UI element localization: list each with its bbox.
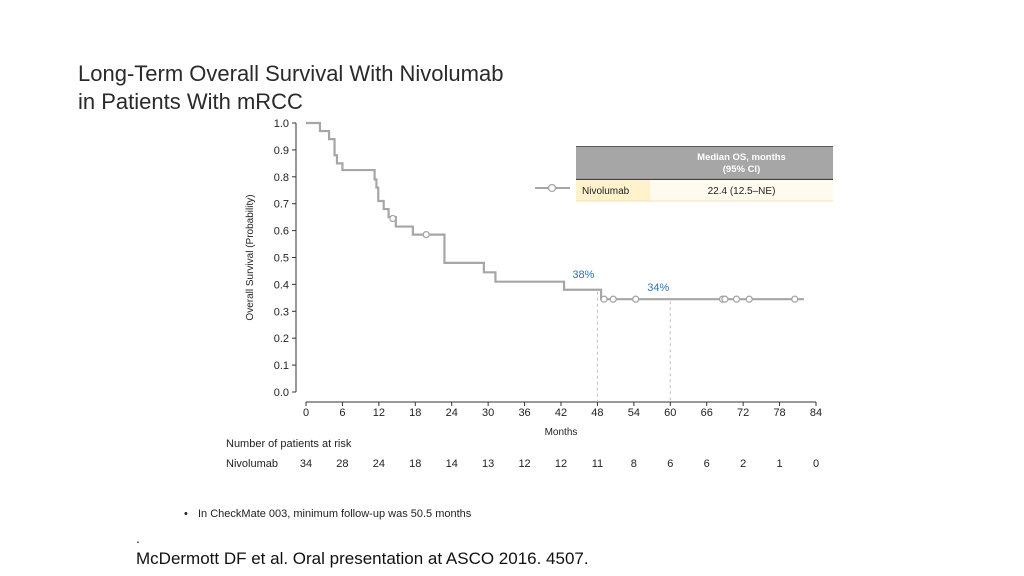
x-tick-label: 48 — [591, 407, 603, 419]
slide-title-line-1: Long-Term Overall Survival With Nivoluma… — [78, 61, 504, 86]
risk-table-value: 0 — [813, 458, 819, 470]
x-tick-label: 66 — [701, 407, 713, 419]
censor-marker — [732, 295, 741, 303]
risk-table-value: 28 — [336, 458, 348, 470]
x-tick-label: 6 — [339, 407, 345, 419]
annotation-label-38: 38% — [572, 269, 594, 281]
risk-table-value: 12 — [555, 458, 567, 470]
y-tick-label: 0.2 — [274, 333, 289, 345]
risk-table-value: 24 — [373, 458, 385, 470]
y-tick-label: 0.9 — [274, 145, 289, 157]
risk-table-value: 2 — [740, 458, 746, 470]
risk-table-value: 12 — [518, 458, 530, 470]
x-tick-label: 18 — [409, 407, 421, 419]
y-tick-label: 0.4 — [274, 279, 289, 291]
risk-table-title: Number of patients at risk — [226, 438, 352, 450]
risk-table-value: 14 — [446, 458, 458, 470]
censor-marker — [389, 214, 397, 223]
x-tick-label: 24 — [446, 407, 458, 419]
y-axis-label: Overall Survival (Probability) — [245, 194, 256, 320]
risk-table-row-label: Nivolumab — [226, 458, 278, 470]
x-tick-label: 54 — [628, 407, 640, 419]
censor-marker — [632, 295, 640, 303]
y-tick-label: 1.0 — [274, 118, 289, 130]
slide-title: Long-Term Overall Survival With Nivoluma… — [78, 60, 678, 116]
legend-swatch-marker — [547, 183, 557, 193]
y-tick-label: 0.3 — [274, 306, 289, 318]
censor-marker — [609, 295, 617, 303]
legend-name-cell — [576, 180, 650, 201]
risk-table-value: 6 — [667, 458, 673, 470]
bullet-marker: • — [184, 508, 188, 520]
y-tick-label: 0.5 — [274, 253, 289, 265]
y-tick-label: 0.1 — [274, 360, 289, 372]
risk-table-value: 8 — [631, 458, 637, 470]
x-tick-label: 42 — [555, 407, 567, 419]
legend-header-line-2: (95% CI) — [723, 164, 760, 175]
risk-table-value: 13 — [482, 458, 494, 470]
censor-marker — [745, 295, 753, 303]
x-tick-label: 84 — [810, 407, 822, 419]
censor-marker — [422, 230, 430, 239]
censor-marker — [791, 295, 799, 303]
survival-step-line — [306, 121, 804, 301]
x-tick-label: 60 — [664, 407, 676, 419]
legend-series-value: 22.4 (12.5–NE) — [708, 186, 776, 197]
censor-marker — [721, 295, 729, 303]
x-axis-label: Months — [545, 427, 578, 438]
legend-series-name: Nivolumab — [582, 186, 630, 197]
slide-title-line-2: in Patients With mRCC — [78, 89, 303, 114]
stray-dot: . — [136, 530, 140, 546]
y-tick-label: 0.8 — [274, 172, 289, 184]
legend-header-bg — [576, 146, 833, 179]
y-tick-label: 0.7 — [274, 199, 289, 211]
legend-header-line-1: Median OS, months — [697, 152, 786, 163]
risk-table-value: 34 — [300, 458, 312, 470]
risk-table-value: 1 — [777, 458, 783, 470]
annotation-label-34: 34% — [647, 282, 669, 294]
legend-value-cell — [650, 180, 833, 201]
x-tick-label: 36 — [518, 407, 530, 419]
footnote-bullet: • In CheckMate 003, minimum follow-up was… — [184, 508, 471, 520]
x-tick-label: 0 — [303, 407, 309, 419]
y-tick-label: 0.0 — [274, 387, 289, 399]
y-tick-label: 0.6 — [274, 226, 289, 238]
x-tick-label: 78 — [773, 407, 785, 419]
footnote-text: In CheckMate 003, minimum follow-up was … — [198, 508, 472, 520]
x-tick-label: 30 — [482, 407, 494, 419]
risk-table-value: 18 — [409, 458, 421, 470]
risk-table-value: 6 — [704, 458, 710, 470]
x-tick-label: 12 — [373, 407, 385, 419]
x-tick-label: 72 — [737, 407, 749, 419]
citation: McDermott DF et al. Oral presentation at… — [136, 549, 589, 568]
risk-table-value: 11 — [592, 458, 603, 470]
censor-marker — [600, 295, 608, 303]
